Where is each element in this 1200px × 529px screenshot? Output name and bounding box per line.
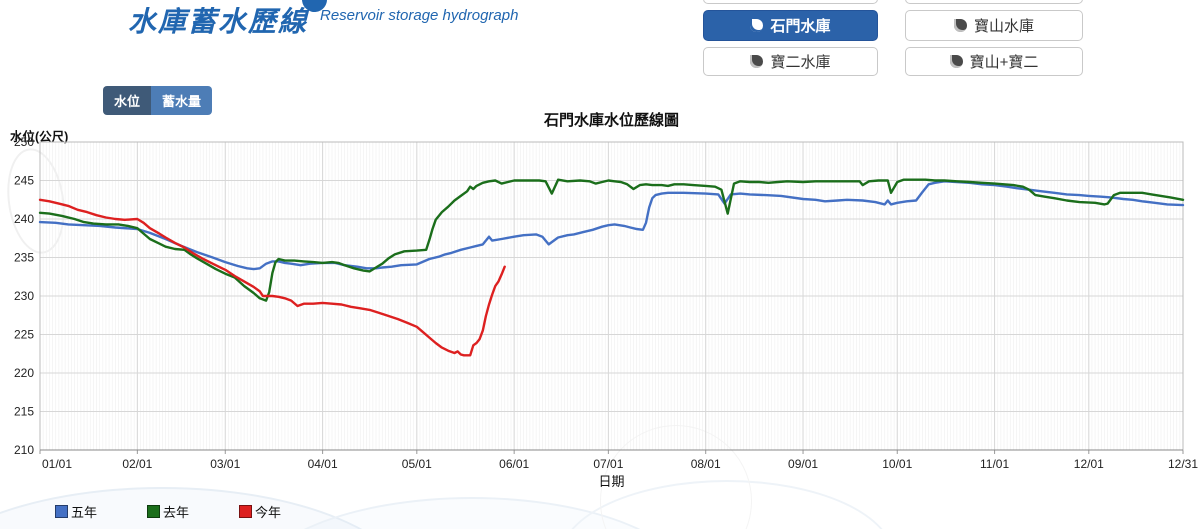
legend-swatch-red <box>239 505 253 518</box>
svg-text:10/01: 10/01 <box>882 457 912 471</box>
svg-text:05/01: 05/01 <box>402 457 432 471</box>
legend-item-last-year: 去年 <box>147 502 189 521</box>
svg-text:02/01: 02/01 <box>122 457 152 471</box>
reservoir-button-baoshan-plus-baoer[interactable]: 寶山+寶二 <box>905 47 1083 76</box>
legend-label: 今年 <box>255 505 282 520</box>
reservoir-button-shimen[interactable]: 石門水庫 <box>703 10 878 41</box>
water-drop-icon <box>953 19 967 32</box>
water-drop-icon <box>750 55 764 68</box>
water-drop-icon <box>949 55 963 68</box>
reservoir-button-label: 寶山水庫 <box>973 18 1034 35</box>
legend-item-five-year: 五年 <box>55 502 97 521</box>
reservoir-button-baoer[interactable]: 寶二水庫 <box>703 47 878 76</box>
legend-swatch-green <box>147 505 161 518</box>
reservoir-button-label: 石門水庫 <box>770 18 831 35</box>
svg-text:215: 215 <box>14 405 34 419</box>
svg-text:07/01: 07/01 <box>593 457 623 471</box>
svg-text:210: 210 <box>14 443 34 457</box>
reservoir-button-label: 寶山+寶二 <box>969 54 1039 71</box>
toggle-storage[interactable]: 蓄水量 <box>151 86 213 115</box>
svg-text:04/01: 04/01 <box>308 457 338 471</box>
svg-text:12/31: 12/31 <box>1168 457 1198 471</box>
svg-text:11/01: 11/01 <box>980 457 1009 471</box>
svg-text:240: 240 <box>14 212 34 226</box>
svg-text:225: 225 <box>14 328 34 342</box>
svg-text:250: 250 <box>14 135 34 149</box>
legend-swatch-blue <box>55 505 68 518</box>
metric-toggle: 水位 蓄水量 <box>103 86 213 115</box>
legend-item-this-year: 今年 <box>239 502 281 521</box>
svg-text:06/01: 06/01 <box>499 457 529 471</box>
reservoir-button-baoshan[interactable]: 寶山水庫 <box>905 10 1083 41</box>
legend-label: 五年 <box>71 505 98 520</box>
app-title-zh: 水庫蓄水歷線 <box>128 6 309 37</box>
svg-text:09/01: 09/01 <box>788 457 818 471</box>
svg-text:12/01: 12/01 <box>1074 457 1104 471</box>
app-title-en: Reservoir storage hydrograph <box>320 7 519 24</box>
svg-text:245: 245 <box>14 174 34 188</box>
water-drop-icon <box>750 19 764 32</box>
toggle-water-level[interactable]: 水位 <box>103 86 152 115</box>
y-axis-label: 水位(公尺) <box>10 130 69 144</box>
svg-text:230: 230 <box>14 289 34 303</box>
chart-title: 石門水庫水位歷線圖 <box>543 112 679 129</box>
svg-text:220: 220 <box>14 366 34 380</box>
x-axis-label: 日期 <box>598 474 625 489</box>
reservoir-button-label: 寶二水庫 <box>770 54 831 71</box>
svg-text:03/01: 03/01 <box>210 457 240 471</box>
svg-text:08/01: 08/01 <box>691 457 721 471</box>
svg-text:235: 235 <box>14 251 34 265</box>
chart-legend: 五年 去年 今年 <box>55 502 281 521</box>
svg-text:01/01: 01/01 <box>42 457 72 471</box>
legend-label: 去年 <box>163 505 190 520</box>
